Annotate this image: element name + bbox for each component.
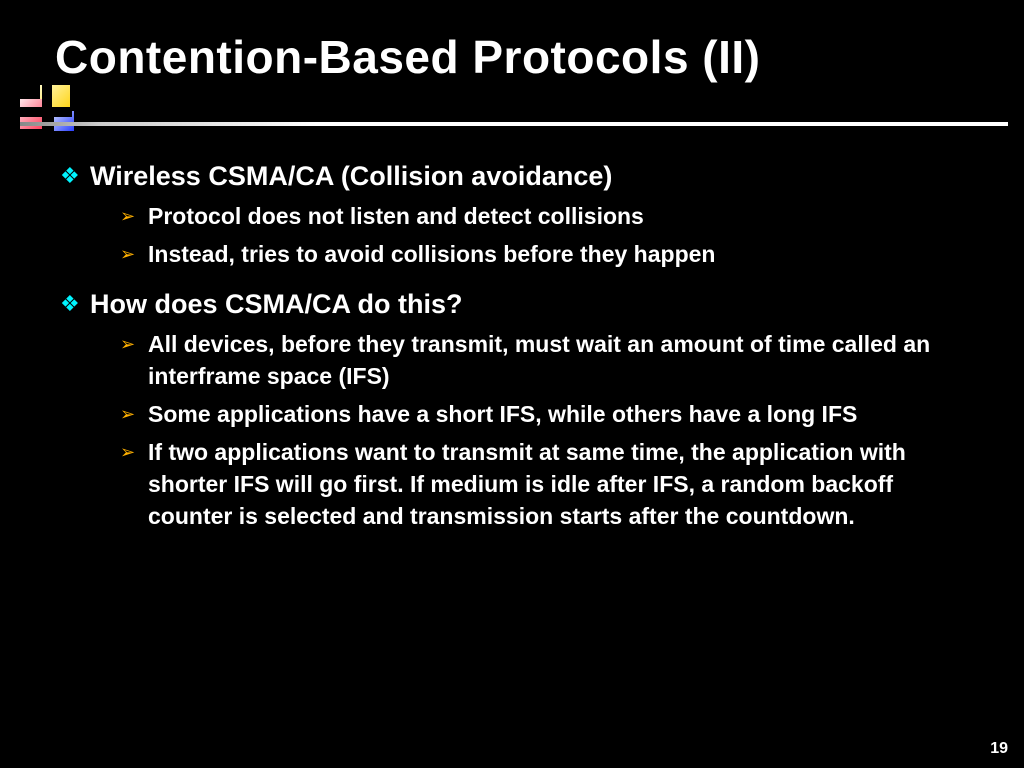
bullet-text: Some applications have a short IFS, whil… — [148, 398, 857, 430]
cross-horizontal — [14, 107, 72, 117]
bullet-level2: ➢ All devices, before they transmit, mus… — [120, 328, 980, 392]
bullet-level2: ➢ If two applications want to transmit a… — [120, 436, 980, 532]
bullet-text: Protocol does not listen and detect coll… — [148, 200, 644, 232]
title-decoration — [14, 85, 79, 140]
bullet-level1: ❖ Wireless CSMA/CA (Collision avoidance) — [60, 158, 980, 194]
arrow-icon: ➢ — [120, 238, 148, 270]
arrow-icon: ➢ — [120, 398, 148, 430]
slide-title: Contention-Based Protocols (II) — [55, 30, 761, 84]
slide-body: ❖ Wireless CSMA/CA (Collision avoidance)… — [60, 158, 980, 538]
bullet-text: Instead, tries to avoid collisions befor… — [148, 238, 715, 270]
bullet-level2: ➢ Some applications have a short IFS, wh… — [120, 398, 980, 430]
page-number: 19 — [990, 740, 1008, 758]
arrow-icon: ➢ — [120, 328, 148, 360]
diamond-icon: ❖ — [60, 158, 90, 194]
horizontal-rule — [20, 122, 1008, 126]
bullet-text: If two applications want to transmit at … — [148, 436, 980, 532]
bullet-level2: ➢ Protocol does not listen and detect co… — [120, 200, 980, 232]
bullet-level1: ❖ How does CSMA/CA do this? — [60, 286, 980, 322]
bullet-text: How does CSMA/CA do this? — [90, 286, 463, 322]
bullet-text: Wireless CSMA/CA (Collision avoidance) — [90, 158, 612, 194]
arrow-icon: ➢ — [120, 200, 148, 232]
slide: Contention-Based Protocols (II) ❖ Wirele… — [0, 0, 1024, 768]
bullet-text: All devices, before they transmit, must … — [148, 328, 980, 392]
bullet-level2: ➢ Instead, tries to avoid collisions bef… — [120, 238, 980, 270]
diamond-icon: ❖ — [60, 286, 90, 322]
arrow-icon: ➢ — [120, 436, 148, 468]
